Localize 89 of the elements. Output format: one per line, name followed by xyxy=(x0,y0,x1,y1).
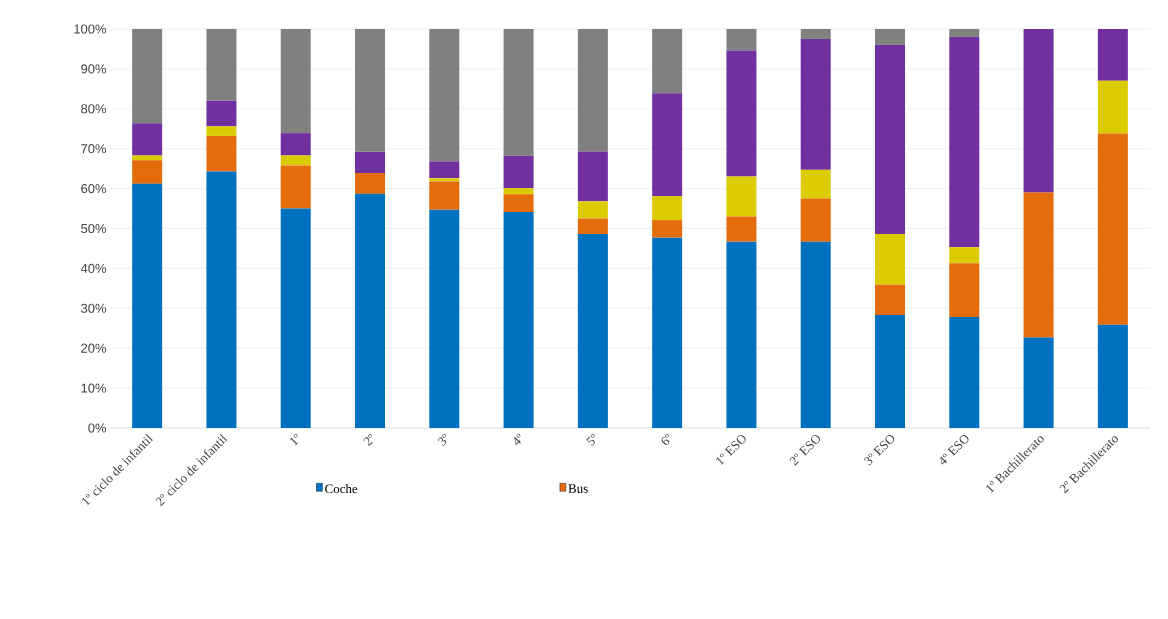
bar xyxy=(652,196,683,221)
bar xyxy=(577,28,608,152)
bar xyxy=(132,123,163,156)
bar xyxy=(800,38,831,170)
bar xyxy=(875,284,906,316)
bar xyxy=(875,315,906,428)
bar xyxy=(355,193,386,428)
bar xyxy=(280,165,311,209)
x-tick-label: 2º ESO xyxy=(789,434,820,466)
bar xyxy=(949,28,980,37)
y-tick-label: 30% xyxy=(81,303,107,313)
bar xyxy=(726,216,757,242)
bar xyxy=(726,28,757,51)
x-tick-label: 4º ESO xyxy=(940,434,969,465)
bar xyxy=(355,173,386,194)
y-tick-label: 100% xyxy=(74,24,107,34)
bar xyxy=(1097,324,1128,428)
bar xyxy=(503,155,534,189)
y-tick-label: 90% xyxy=(81,64,107,74)
bar xyxy=(429,178,460,182)
bar xyxy=(577,234,608,428)
bar xyxy=(206,100,237,127)
bar xyxy=(503,188,534,195)
bar xyxy=(280,133,311,156)
bar xyxy=(875,44,906,235)
bar xyxy=(429,209,460,428)
y-tick-label: 50% xyxy=(81,223,107,234)
bar xyxy=(280,208,311,428)
bar xyxy=(503,212,534,428)
bar xyxy=(652,93,683,197)
bar xyxy=(577,218,608,235)
bar xyxy=(949,247,980,264)
bar xyxy=(652,220,683,238)
bar xyxy=(132,183,163,428)
bar xyxy=(1023,337,1054,428)
bar xyxy=(503,28,534,156)
y-tick-label: 10% xyxy=(81,383,107,393)
bar xyxy=(206,171,237,428)
y-tick-label: 60% xyxy=(81,184,107,194)
y-tick-label: 20% xyxy=(81,343,107,353)
bar xyxy=(652,28,683,94)
bar xyxy=(206,28,237,101)
bar xyxy=(800,198,831,242)
bar xyxy=(652,237,683,428)
bar xyxy=(949,263,980,318)
bar xyxy=(132,160,163,184)
x-tick-label: 4º xyxy=(514,433,521,445)
bar xyxy=(280,155,311,166)
bar xyxy=(726,176,757,217)
bar xyxy=(949,317,980,428)
bar xyxy=(355,28,386,152)
bar xyxy=(206,135,237,172)
bar xyxy=(577,201,608,219)
x-tick-label: 1º xyxy=(290,433,299,446)
x-tick-label: 3º xyxy=(437,433,447,446)
bar xyxy=(355,151,386,174)
bar xyxy=(1023,28,1054,193)
bar xyxy=(1097,133,1128,325)
y-tick-label: 40% xyxy=(80,263,107,273)
bar xyxy=(429,181,460,210)
bar xyxy=(1097,80,1128,134)
legend-label: Bus xyxy=(568,484,588,493)
bar xyxy=(206,126,237,136)
bar xyxy=(1023,192,1054,338)
bar xyxy=(726,241,757,428)
bar xyxy=(429,161,460,179)
bar xyxy=(503,194,534,213)
legend-label: Coche xyxy=(325,484,358,494)
x-tick-label: 6º xyxy=(661,433,670,445)
bar xyxy=(280,28,311,134)
x-tick-label: 1º ESO xyxy=(716,434,746,466)
bar xyxy=(132,155,163,161)
y-tick-label: 80% xyxy=(81,104,107,114)
bar xyxy=(429,28,460,162)
x-tick-label: 5º xyxy=(586,433,595,446)
bar xyxy=(949,36,980,248)
bar xyxy=(875,234,906,285)
x-tick-label: 2º xyxy=(363,433,373,447)
y-tick-label: 70% xyxy=(81,144,107,154)
bar xyxy=(1097,28,1128,81)
bar xyxy=(875,28,906,45)
bar xyxy=(800,28,831,39)
bar xyxy=(800,169,831,199)
bar xyxy=(726,50,757,177)
y-tick-label: 0% xyxy=(88,423,107,433)
bar xyxy=(800,241,831,428)
bar xyxy=(132,28,163,124)
x-tick-label: 3º ESO xyxy=(863,434,895,466)
bar xyxy=(577,151,608,202)
